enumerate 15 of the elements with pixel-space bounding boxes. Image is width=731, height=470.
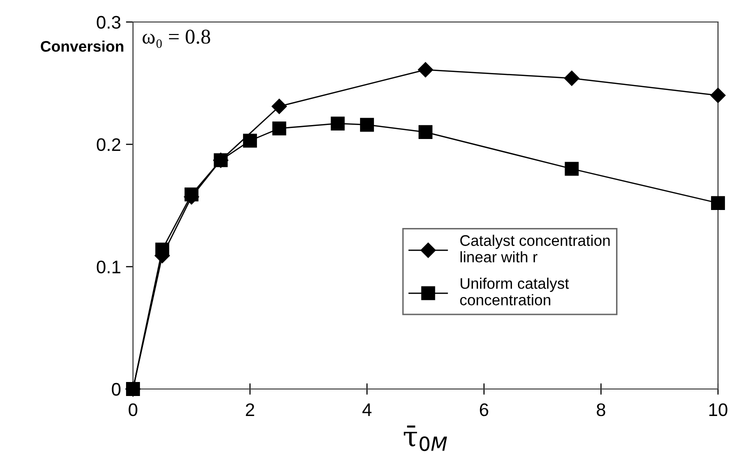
y-tick-label: 0 (112, 382, 120, 396)
y-tick-label: 0.1 (96, 260, 120, 274)
legend-label: Uniform catalyst concentration (460, 278, 569, 306)
y-tick-label: 0.2 (96, 138, 120, 152)
y-axis-title: Conversion (40, 40, 124, 52)
x-tick-label: 4 (362, 404, 372, 416)
x-tick-label: 8 (596, 403, 606, 416)
x-axis-title: τ̄$_{0M}$ (404, 426, 447, 452)
legend-label: Catalyst concentration linear with r (460, 234, 610, 262)
x-tick-label: 0 (128, 403, 138, 416)
x-tick-label: 6 (480, 403, 488, 416)
y-tick-label: 0.3 (96, 16, 120, 29)
x-tick-label: 2 (246, 403, 254, 416)
annotation: ω₀ = 0.8 (142, 30, 210, 48)
x-tick-label: 10 (709, 403, 728, 416)
